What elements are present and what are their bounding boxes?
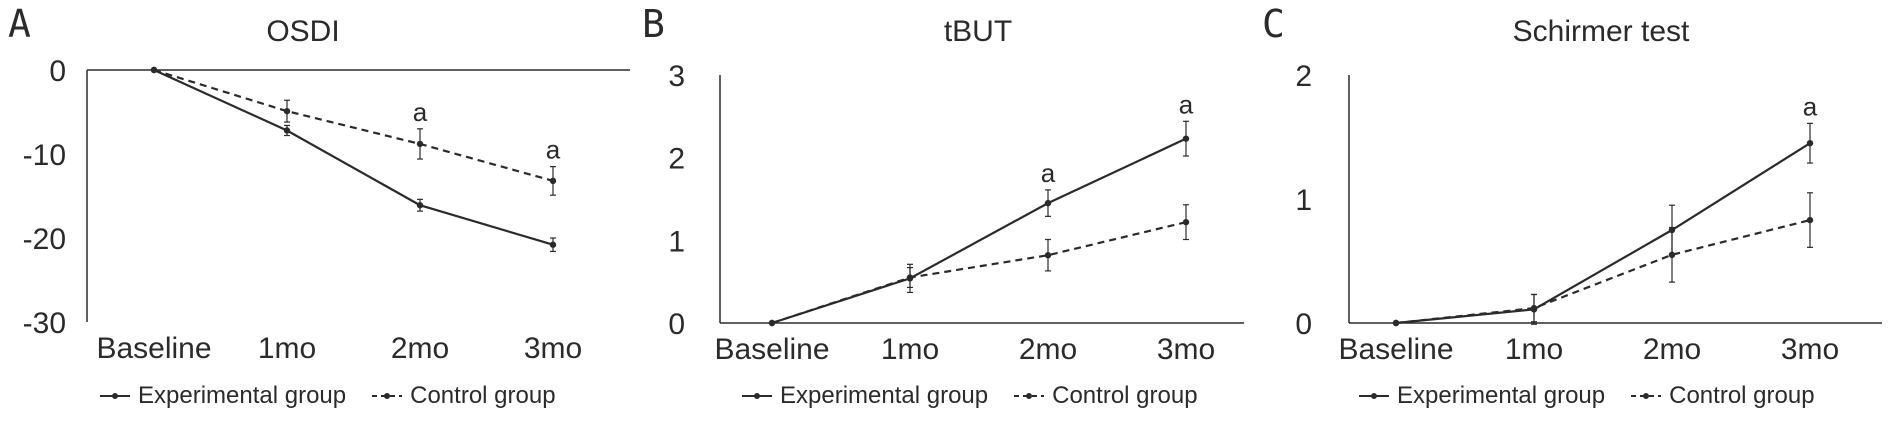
data-point — [1806, 216, 1814, 224]
series-line-control — [1395, 219, 1811, 325]
significance-label: a — [1041, 158, 1056, 188]
data-point — [1044, 199, 1052, 207]
chart-title: tBUT — [943, 15, 1013, 48]
legend-item-control: Control group — [1014, 382, 1198, 410]
series-line-experimental — [153, 68, 554, 246]
significance-label: a — [546, 135, 561, 165]
data-point — [1806, 140, 1814, 147]
x-tick-label: 3mo — [1157, 333, 1215, 366]
series-line-experimental — [1395, 142, 1811, 325]
x-tick-label: 1mo — [881, 333, 939, 366]
legend-solid-line-icon — [100, 391, 130, 401]
y-tick-label: 1 — [668, 225, 685, 258]
y-tick-label: -20 — [23, 223, 66, 256]
legend-solid-line-icon — [742, 391, 772, 401]
chart-schirmer: 0 1 2 Baseline 1mo 2mo 3mo a — [1295, 60, 1882, 366]
legend-dashed-line-icon — [1014, 391, 1045, 401]
panel-osdi: 0 -10 -20 -30 Baseline 1mo 2mo 3mo a a A OSDI Exp… — [0, 0, 630, 422]
legend-item-control: Control group — [1631, 382, 1815, 410]
legend-item-experimental: Experimental group — [100, 382, 346, 410]
x-tick-label: 2mo — [391, 332, 449, 365]
legend-item-control: Control group — [372, 382, 556, 410]
data-point — [150, 66, 158, 74]
data-point — [1392, 319, 1400, 327]
legend-label: Experimental group — [1397, 382, 1606, 409]
series-line-experimental — [771, 137, 1187, 325]
significance-label: a — [1803, 91, 1818, 121]
y-tick-label: 0 — [1295, 308, 1312, 341]
chart-title: OSDI — [266, 15, 340, 48]
data-point — [1668, 251, 1676, 258]
significance-label: a — [413, 97, 428, 127]
panel-schirmer: 0 1 2 Baseline 1mo 2mo 3mo a C Schirmer test Ex… — [1260, 0, 1890, 422]
series-line-control — [771, 221, 1187, 325]
data-point — [1182, 135, 1190, 142]
y-tick-label: 0 — [49, 55, 66, 88]
legend-item-experimental: Experimental group — [1359, 382, 1605, 410]
chart-osdi: 0 -10 -20 -30 Baseline 1mo 2mo 3mo a a — [23, 55, 630, 365]
legend-solid-line-icon — [1359, 391, 1389, 401]
y-tick-label: 3 — [668, 60, 685, 93]
data-point — [416, 140, 424, 148]
legend-dashed-line-icon — [1631, 391, 1662, 401]
x-tick-label: 3mo — [524, 332, 582, 365]
chart-tbut: 0 1 2 3 Baseline 1mo 2mo 3mo a a — [668, 60, 1244, 366]
data-point — [283, 127, 291, 134]
x-tick-label: Baseline — [714, 333, 829, 366]
panel-letter: B — [642, 2, 665, 46]
legend-label: Control group — [1052, 382, 1198, 409]
x-tick-label: 1mo — [1505, 333, 1563, 366]
data-point — [283, 107, 291, 115]
y-tick-label: 1 — [1295, 184, 1312, 217]
y-tick-label: -10 — [23, 139, 66, 172]
data-point — [549, 177, 557, 185]
legend: Experimental group Control group — [1359, 378, 1841, 414]
x-tick-label: Baseline — [96, 332, 211, 365]
x-tick-label: 1mo — [258, 332, 316, 365]
legend-dashed-line-icon — [372, 391, 403, 401]
data-point — [416, 202, 424, 209]
panel-letter: C — [1262, 2, 1285, 46]
legend-label: Experimental group — [138, 382, 347, 409]
data-point — [1044, 252, 1052, 259]
data-point — [1530, 304, 1538, 312]
significance-label: a — [1179, 89, 1194, 119]
x-tick-label: 3mo — [1781, 333, 1839, 366]
chart-title: Schirmer test — [1512, 15, 1690, 48]
legend-label: Control group — [1669, 382, 1815, 409]
panel-letter: A — [8, 2, 31, 46]
x-tick-label: 2mo — [1643, 333, 1701, 366]
legend: Experimental group Control group — [742, 378, 1224, 414]
data-point — [906, 274, 914, 281]
x-tick-label: 2mo — [1019, 333, 1077, 366]
y-tick-label: 2 — [668, 143, 685, 176]
panel-tbut: 0 1 2 3 Baseline 1mo 2mo 3mo a a B tBUT Experimen… — [630, 0, 1260, 422]
x-tick-label: Baseline — [1338, 333, 1453, 366]
legend: Experimental group Control group — [100, 378, 582, 414]
legend-item-experimental: Experimental group — [742, 382, 988, 410]
legend-label: Experimental group — [780, 382, 989, 409]
data-point — [768, 319, 776, 327]
legend-label: Control group — [410, 382, 556, 409]
y-tick-label: 0 — [668, 308, 685, 341]
series-line-control — [153, 68, 554, 182]
y-tick-label: -30 — [23, 307, 66, 340]
y-tick-label: 2 — [1295, 60, 1312, 93]
data-point — [1182, 218, 1190, 226]
data-point — [549, 241, 557, 248]
